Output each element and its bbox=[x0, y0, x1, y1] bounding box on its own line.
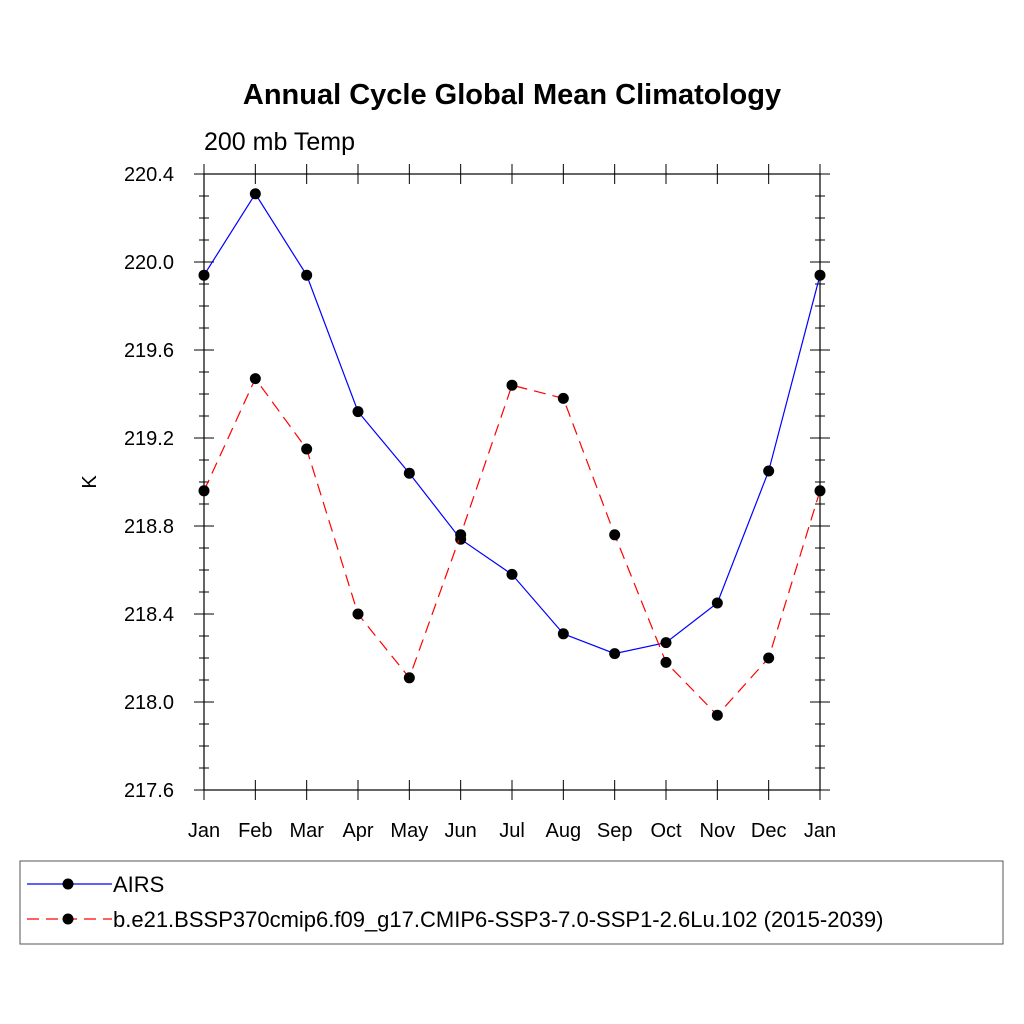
y-tick-label: 217.6 bbox=[124, 780, 174, 802]
legend-marker bbox=[62, 913, 74, 925]
series-layer bbox=[198, 188, 826, 721]
data-point bbox=[557, 628, 569, 640]
data-point bbox=[609, 529, 621, 541]
x-tick-label: Jan bbox=[804, 820, 836, 842]
data-point bbox=[711, 709, 723, 721]
series-line bbox=[203, 377, 821, 717]
x-tick-label: Feb bbox=[238, 820, 272, 842]
legend-label: b.e21.BSSP370cmip6.f09_g17.CMIP6-SSP3-7.… bbox=[113, 907, 883, 932]
legend-label: AIRS bbox=[113, 872, 164, 897]
y-tick-label: 218.8 bbox=[124, 516, 174, 538]
data-point bbox=[198, 269, 210, 281]
plot-frame bbox=[203, 173, 821, 791]
y-tick-label: 219.6 bbox=[124, 340, 174, 362]
x-tick-label: Mar bbox=[289, 820, 324, 842]
data-point bbox=[814, 269, 826, 281]
y-tick-label: 218.4 bbox=[124, 604, 174, 626]
data-point bbox=[249, 188, 261, 200]
y-tick-labels: 217.6 218.0 218.4 218.8 219.2 219.6 220.0 220.4 bbox=[124, 164, 174, 802]
data-point bbox=[198, 485, 210, 497]
y-tick-label: 218.0 bbox=[124, 692, 174, 714]
series-airs bbox=[198, 188, 826, 660]
data-point bbox=[403, 467, 415, 479]
x-tick-label: Jun bbox=[445, 820, 477, 842]
legend-frame bbox=[19, 860, 1004, 945]
legend-entry: AIRS bbox=[27, 872, 164, 897]
chart-subtitle: 200 mb Temp bbox=[204, 128, 355, 156]
x-tick-label: Oct bbox=[650, 820, 682, 842]
y-tick-label: 219.2 bbox=[124, 428, 174, 450]
y-tick-label: 220.4 bbox=[124, 164, 174, 186]
data-point bbox=[763, 652, 775, 664]
legend-entries: AIRS b.e21.BSSP370cmip6.f09_g17.CMIP6-SSP… bbox=[27, 872, 883, 932]
data-point bbox=[249, 373, 261, 385]
chart-title: Annual Cycle Global Mean Climatology bbox=[243, 79, 781, 111]
data-point bbox=[711, 597, 723, 609]
series-model bbox=[198, 373, 826, 721]
data-point bbox=[814, 485, 826, 497]
x-tick-label: May bbox=[390, 820, 428, 842]
y-tick-label: 220.0 bbox=[124, 252, 174, 274]
x-tick-label: Jan bbox=[188, 820, 220, 842]
series-line bbox=[203, 192, 821, 655]
data-point bbox=[455, 529, 467, 541]
x-tick-label: Sep bbox=[597, 820, 633, 842]
data-point bbox=[660, 637, 672, 649]
x-tick-label: Aug bbox=[546, 820, 582, 842]
data-point bbox=[609, 648, 621, 660]
data-point bbox=[660, 656, 672, 668]
data-point bbox=[301, 443, 313, 455]
legend-marker bbox=[62, 878, 74, 890]
x-tick-label: Jul bbox=[499, 820, 525, 842]
data-point bbox=[352, 406, 364, 418]
data-point bbox=[301, 269, 313, 281]
x-tick-label: Apr bbox=[342, 820, 373, 842]
axis-ticks bbox=[194, 164, 830, 800]
legend-entry: b.e21.BSSP370cmip6.f09_g17.CMIP6-SSP3-7.… bbox=[27, 907, 883, 932]
data-point bbox=[506, 379, 518, 391]
data-point bbox=[557, 392, 569, 404]
x-tick-labels: Jan Feb Mar Apr May Jun Jul Aug Sep Oct Nov Dec Jan bbox=[188, 820, 836, 842]
data-point bbox=[506, 568, 518, 580]
x-tick-label: Dec bbox=[751, 820, 787, 842]
data-point bbox=[763, 465, 775, 477]
x-tick-label: Nov bbox=[700, 820, 736, 842]
data-point bbox=[403, 672, 415, 684]
legend: AIRS b.e21.BSSP370cmip6.f09_g17.CMIP6-SSP… bbox=[19, 860, 1004, 945]
y-axis-label: K bbox=[79, 475, 101, 489]
data-point bbox=[352, 608, 364, 620]
